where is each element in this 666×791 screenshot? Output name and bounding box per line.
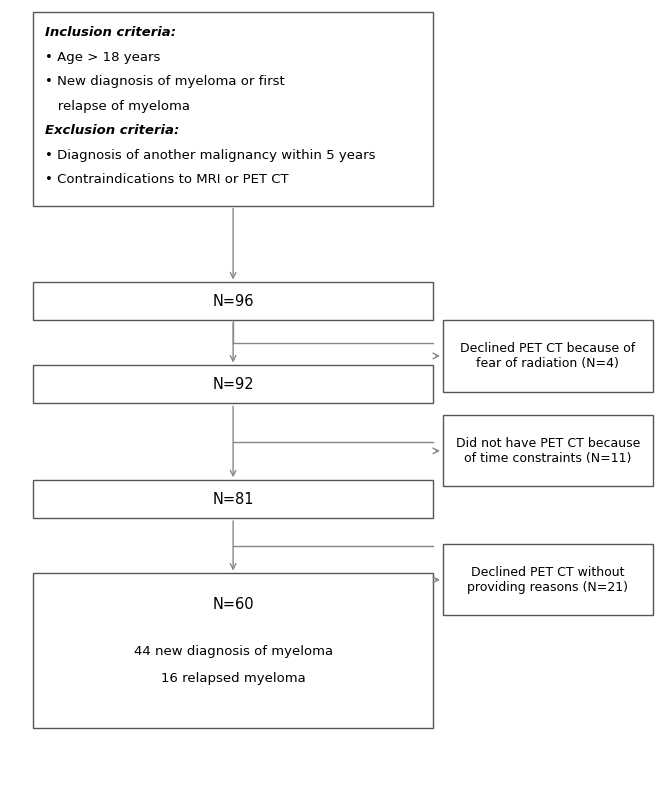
Text: Inclusion criteria:: Inclusion criteria: bbox=[45, 26, 176, 39]
Text: N=96: N=96 bbox=[212, 294, 254, 308]
Text: N=60: N=60 bbox=[212, 597, 254, 612]
Text: N=92: N=92 bbox=[212, 377, 254, 392]
Text: Did not have PET CT because
of time constraints (N=11): Did not have PET CT because of time cons… bbox=[456, 437, 640, 465]
Bar bbox=[33, 480, 433, 518]
Bar bbox=[33, 573, 433, 728]
Text: • Age > 18 years: • Age > 18 years bbox=[45, 51, 161, 63]
Text: Declined PET CT because of
fear of radiation (N=4): Declined PET CT because of fear of radia… bbox=[460, 342, 635, 370]
Text: • New diagnosis of myeloma or first: • New diagnosis of myeloma or first bbox=[45, 75, 285, 88]
Text: Declined PET CT without
providing reasons (N=21): Declined PET CT without providing reason… bbox=[468, 566, 628, 594]
Bar bbox=[443, 415, 653, 486]
Bar bbox=[33, 12, 433, 206]
Bar bbox=[443, 320, 653, 392]
Bar bbox=[443, 544, 653, 615]
Text: • Diagnosis of another malignancy within 5 years: • Diagnosis of another malignancy within… bbox=[45, 149, 376, 161]
Text: • Contraindications to MRI or PET CT: • Contraindications to MRI or PET CT bbox=[45, 173, 289, 186]
Text: relapse of myeloma: relapse of myeloma bbox=[45, 100, 190, 112]
Text: 44 new diagnosis of myeloma: 44 new diagnosis of myeloma bbox=[134, 645, 332, 657]
Text: N=81: N=81 bbox=[212, 492, 254, 506]
Bar bbox=[33, 282, 433, 320]
Text: Exclusion criteria:: Exclusion criteria: bbox=[45, 124, 180, 137]
Text: 16 relapsed myeloma: 16 relapsed myeloma bbox=[161, 672, 306, 685]
Bar bbox=[33, 365, 433, 403]
